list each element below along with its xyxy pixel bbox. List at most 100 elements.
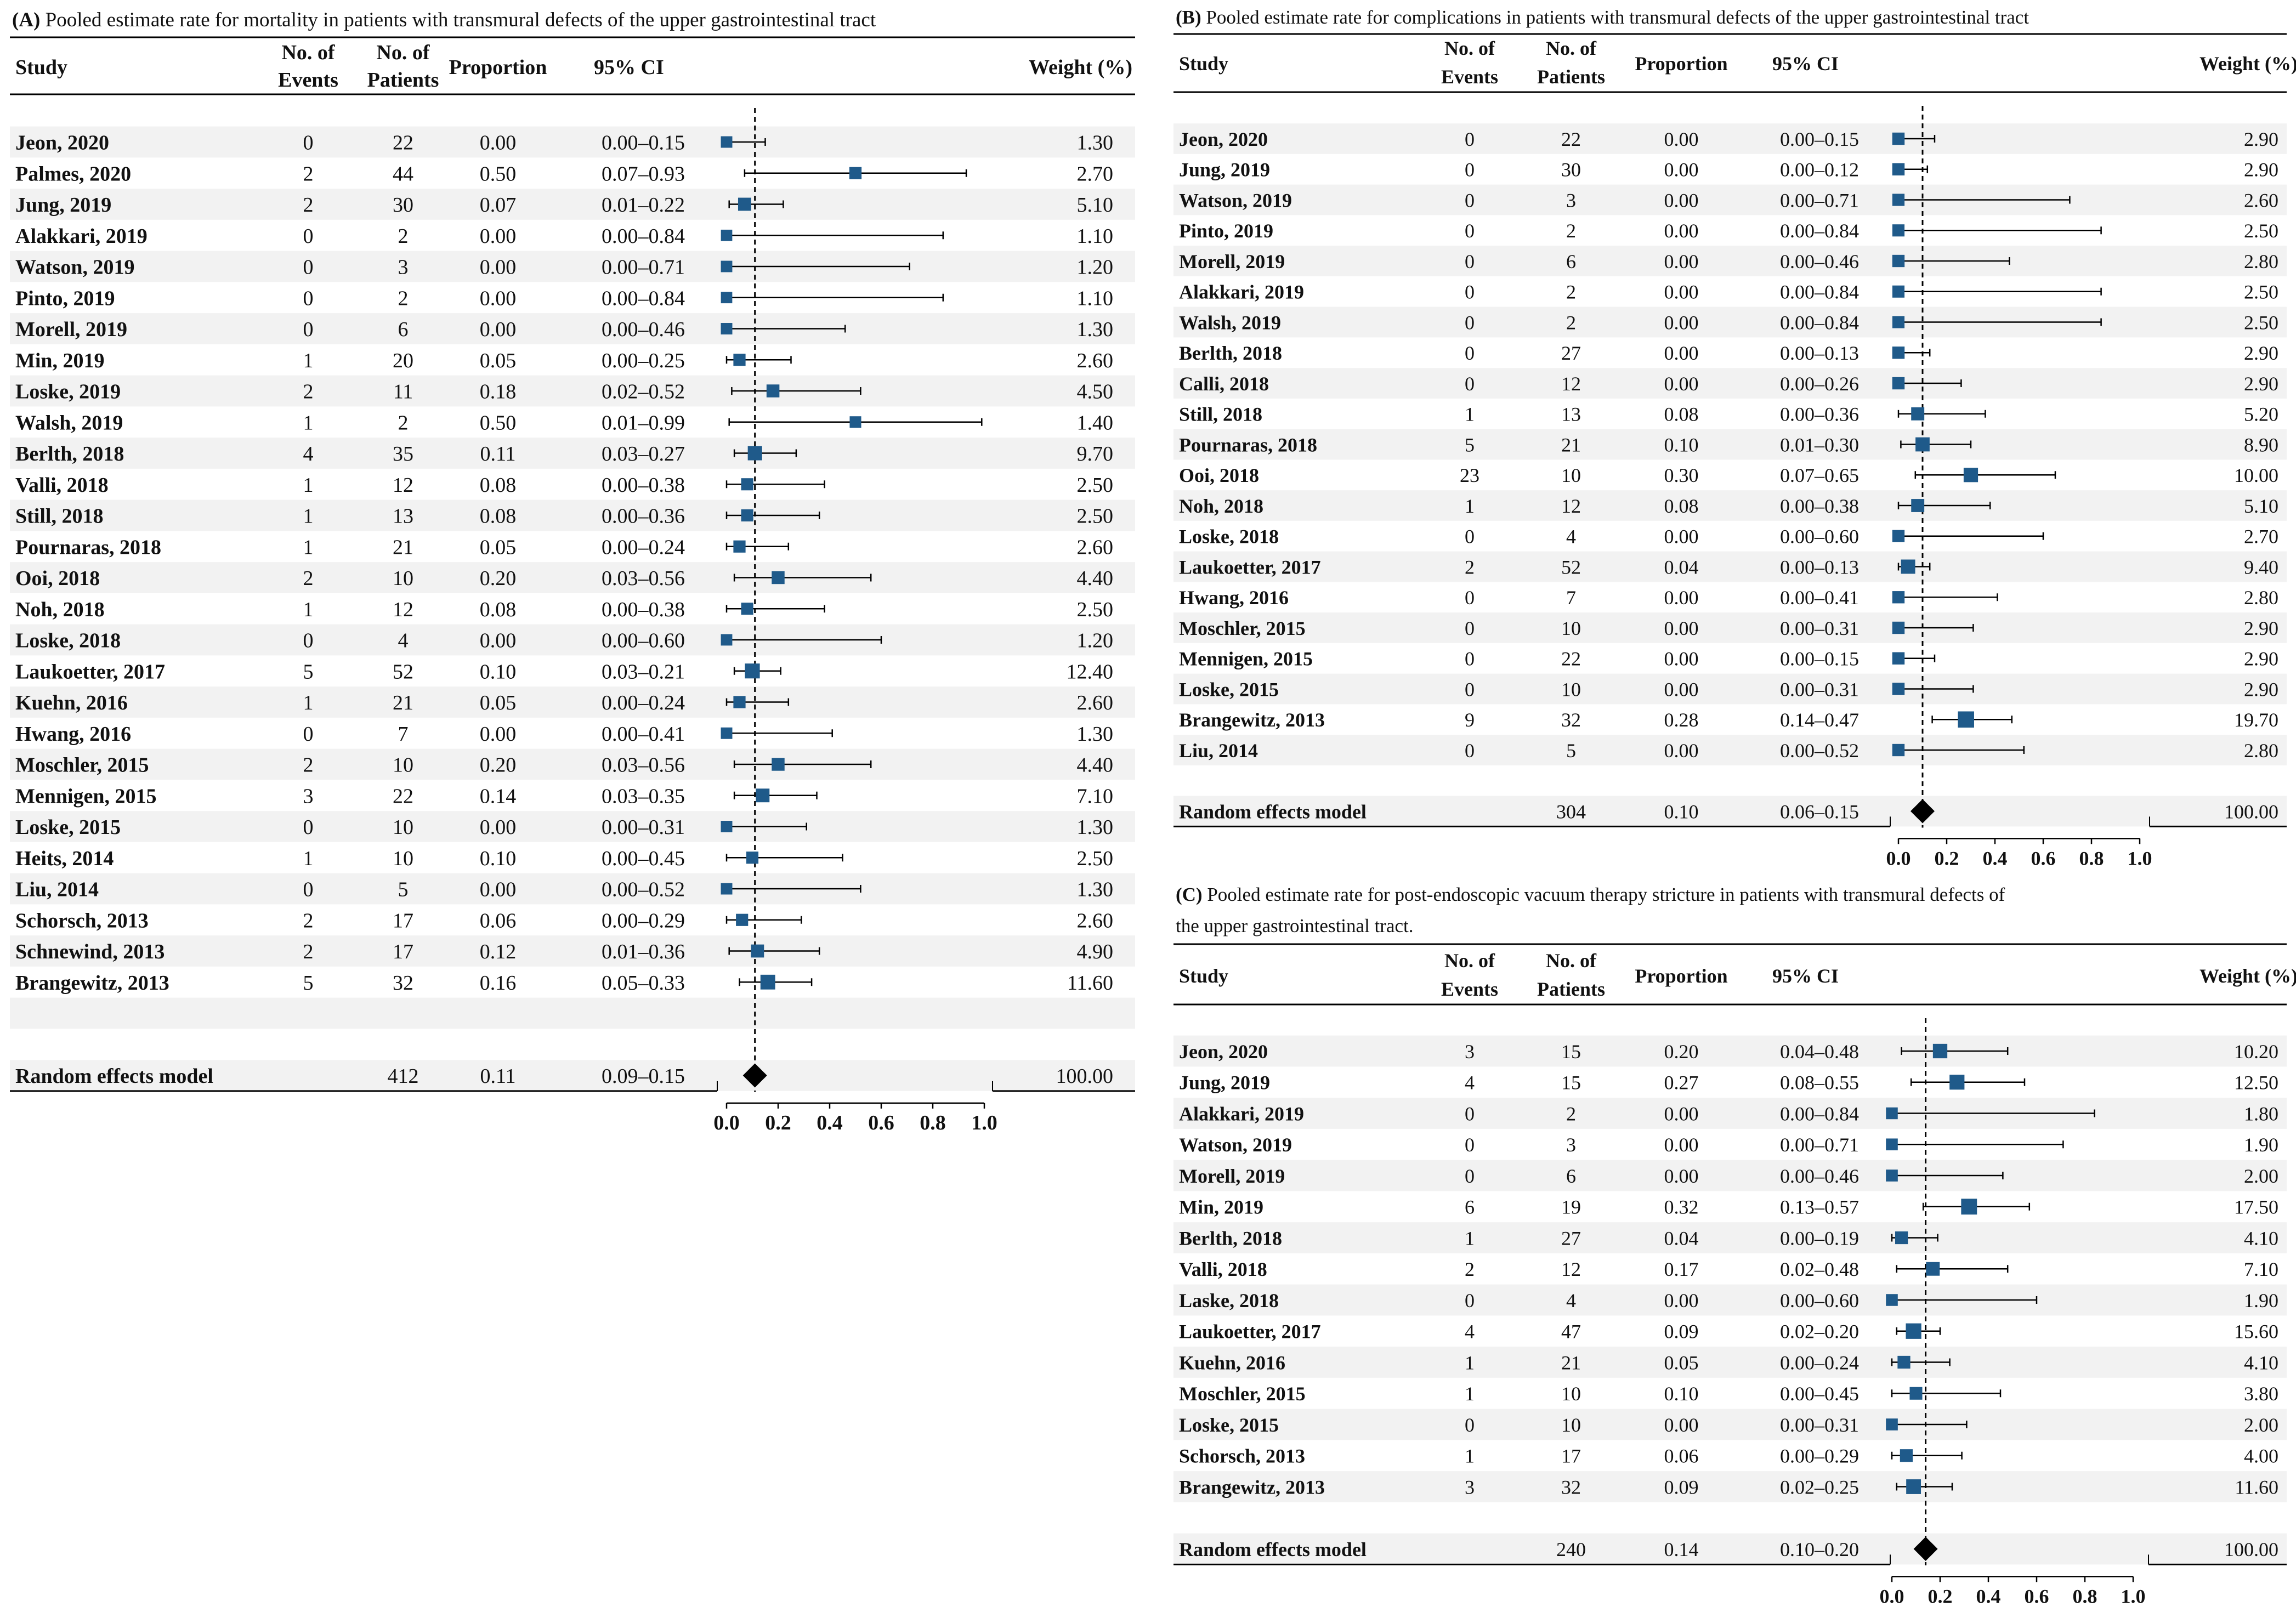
weight-value: 3.80 — [2244, 1383, 2278, 1405]
events-value: 1 — [303, 505, 314, 528]
ci-value: 0.00–0.60 — [1780, 1290, 1859, 1312]
ci-value: 0.01–0.36 — [602, 940, 685, 963]
study-name: Noh, 2018 — [15, 598, 105, 621]
point-estimate-square — [1892, 347, 1905, 359]
header-ci: 95% CI — [594, 56, 664, 79]
header-events-1: No. of — [281, 41, 335, 64]
patients-value: 10 — [393, 816, 413, 839]
patients-value: 12 — [393, 474, 413, 497]
events-value: 0 — [1465, 373, 1475, 395]
table-row: Mennigen, 2015 0 22 0.00 0.00–0.15 2.90 — [1179, 648, 2278, 670]
events-value: 0 — [1465, 342, 1475, 364]
row-band — [1173, 490, 2287, 521]
table-row: Brangewitz, 2013 3 32 0.09 0.02–0.25 11.60 — [1179, 1476, 2278, 1498]
study-name: Min, 2019 — [1179, 1196, 1263, 1218]
proportion-value: 0.50 — [480, 411, 517, 434]
patients-value: 30 — [1561, 159, 1581, 181]
table-row: Still, 2018 1 13 0.08 0.00–0.36 5.20 — [1179, 404, 2278, 425]
summary-patients: 412 — [388, 1065, 419, 1088]
patients-value: 7 — [1566, 587, 1576, 609]
events-value: 0 — [1465, 678, 1475, 700]
events-value: 5 — [303, 660, 314, 683]
proportion-value: 0.08 — [1664, 495, 1699, 517]
study-name: Noh, 2018 — [1179, 495, 1263, 517]
summary-label: Random effects model — [1179, 801, 1367, 822]
weight-value: 2.90 — [2244, 342, 2278, 364]
events-value: 0 — [303, 318, 314, 341]
table-row: Pinto, 2019 0 2 0.00 0.00–0.84 2.50 — [1179, 220, 2278, 242]
weight-value: 7.10 — [2244, 1258, 2278, 1280]
table-row: Min, 2019 6 19 0.32 0.13–0.57 17.50 — [1179, 1196, 2278, 1218]
study-name: Ooi, 2018 — [15, 567, 100, 590]
study-name: Brangewitz, 2013 — [15, 972, 169, 995]
x-axis-tick-label: 0.8 — [2073, 1585, 2097, 1607]
patients-value: 2 — [1566, 311, 1576, 333]
events-value: 1 — [1465, 1227, 1475, 1249]
table-row: Pournaras, 2018 5 21 0.10 0.01–0.30 8.90 — [1179, 434, 2278, 456]
study-name: Liu, 2014 — [1179, 740, 1258, 762]
point-estimate-square — [1892, 530, 1905, 542]
patients-value: 30 — [393, 194, 413, 217]
row-band — [10, 624, 1135, 656]
proportion-value: 0.10 — [480, 660, 517, 683]
ci-value: 0.00–0.52 — [602, 878, 685, 901]
point-estimate-square — [721, 727, 733, 739]
row-band — [10, 313, 1135, 344]
ci-value: 0.03–0.56 — [602, 567, 685, 590]
point-estimate-square — [1895, 1231, 1908, 1245]
weight-value: 1.40 — [1077, 411, 1114, 434]
table-row: Still, 2018 1 13 0.08 0.00–0.36 2.50 — [15, 505, 1113, 528]
study-name: Palmes, 2020 — [15, 162, 131, 185]
header-proportion: Proportion — [1635, 53, 1727, 75]
table-row: Loske, 2019 2 11 0.18 0.02–0.52 4.50 — [15, 381, 1113, 404]
header-patients-2: Patients — [367, 69, 439, 92]
events-value: 0 — [1465, 1414, 1475, 1436]
proportion-value: 0.10 — [1664, 434, 1699, 456]
proportion-value: 0.27 — [1664, 1072, 1699, 1094]
pooled-estimate-diamond — [742, 1063, 767, 1088]
point-estimate-square — [733, 696, 746, 708]
weight-value: 1.80 — [2244, 1103, 2278, 1125]
patients-value: 3 — [1566, 189, 1576, 211]
patients-value: 13 — [1561, 404, 1581, 425]
row-band — [1173, 1533, 2287, 1565]
table-row: Laukoetter, 2017 5 52 0.10 0.03–0.21 12.40 — [15, 660, 1113, 683]
events-value: 4 — [1465, 1072, 1475, 1094]
table-row: Morell, 2019 0 6 0.00 0.00–0.46 2.80 — [1179, 251, 2278, 272]
table-row: Berlth, 2018 0 27 0.00 0.00–0.13 2.90 — [1179, 342, 2278, 364]
patients-value: 19 — [1561, 1196, 1581, 1218]
study-name: Loske, 2018 — [1179, 526, 1279, 548]
patients-value: 10 — [393, 567, 413, 590]
table-row: Jung, 2019 4 15 0.27 0.08–0.55 12.50 — [1179, 1072, 2278, 1094]
weight-value: 4.40 — [1077, 567, 1114, 590]
weight-value: 4.10 — [2244, 1227, 2278, 1249]
point-estimate-square — [1886, 1138, 1898, 1151]
point-estimate-square — [1961, 1199, 1977, 1215]
row-band — [10, 997, 1135, 1029]
table-row: Kuehn, 2016 1 21 0.05 0.00–0.24 4.10 — [1179, 1352, 2278, 1373]
row-band — [10, 126, 1135, 158]
study-name: Pinto, 2019 — [1179, 220, 1273, 242]
events-value: 0 — [1465, 648, 1475, 670]
patients-value: 15 — [1561, 1072, 1581, 1094]
ci-value: 0.00–0.29 — [1780, 1445, 1859, 1467]
table-row: Jeon, 2020 0 22 0.00 0.00–0.15 1.30 — [15, 132, 1113, 155]
study-name: Pinto, 2019 — [15, 287, 115, 310]
patients-value: 13 — [393, 505, 413, 528]
point-estimate-square — [747, 446, 762, 461]
table-row: Berlth, 2018 1 27 0.04 0.00–0.19 4.10 — [1179, 1227, 2278, 1249]
weight-value: 7.10 — [1077, 785, 1114, 808]
events-value: 1 — [303, 598, 314, 621]
table-row: Alakkari, 2019 0 2 0.00 0.00–0.84 1.10 — [15, 225, 1113, 248]
panel-title-text: Pooled estimate rate for complications i… — [1201, 7, 2029, 28]
events-value: 4 — [303, 442, 314, 465]
ci-value: 0.00–0.24 — [602, 691, 685, 714]
table-row: Loske, 2015 0 10 0.00 0.00–0.31 2.00 — [1179, 1414, 2278, 1436]
events-value: 0 — [1465, 1103, 1475, 1125]
weight-value: 4.00 — [2244, 1445, 2278, 1467]
header-patients-1: No. of — [1546, 37, 1597, 59]
events-value: 1 — [303, 847, 314, 870]
weight-value: 5.20 — [2244, 404, 2278, 425]
proportion-value: 0.00 — [480, 287, 517, 310]
patients-value: 44 — [393, 162, 413, 185]
